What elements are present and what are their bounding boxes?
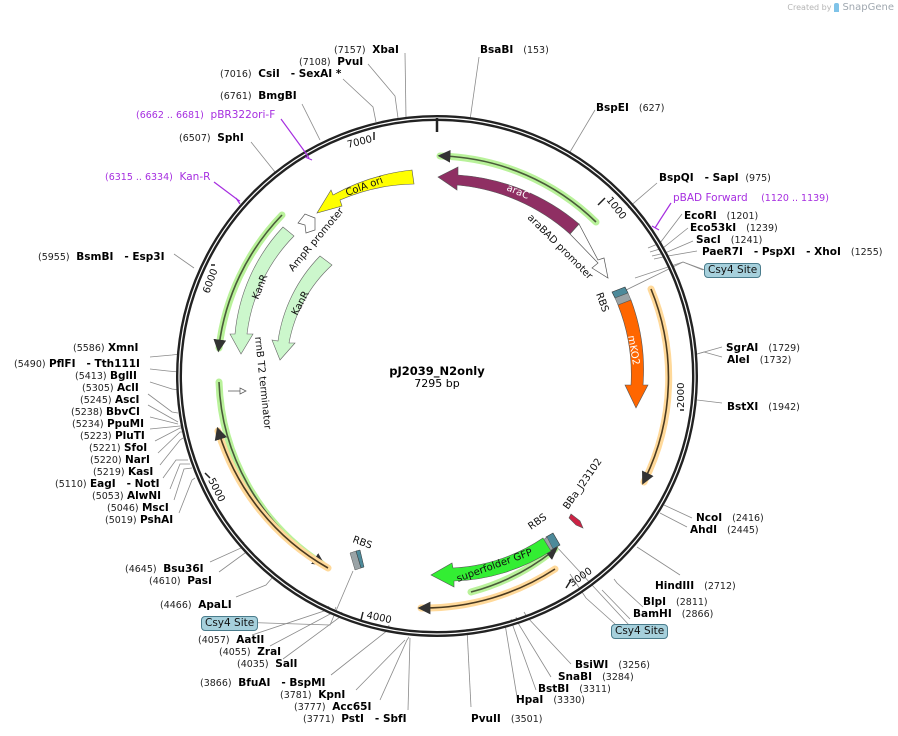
site-AleI[interactable]: AleI (1732) — [727, 354, 792, 366]
svg-text:4000: 4000 — [365, 610, 392, 626]
orf-arcs-orange — [214, 285, 673, 615]
label-colA-ori: ColA ori — [344, 175, 384, 199]
site-BsaBI[interactable]: BsaBI (153) — [480, 44, 549, 56]
credit-brand: SnapGene — [842, 2, 894, 13]
plasmid-name: pJ2039_N2only — [389, 364, 485, 378]
site-SphI[interactable]: (6507) SphI — [179, 132, 244, 144]
snapgene-logo-icon — [834, 3, 840, 12]
site-BspQI-SapI[interactable]: BspQI - SapI (975) — [659, 172, 771, 184]
site-PvuI[interactable]: (7108) PvuI — [299, 56, 364, 68]
site-SnaBI[interactable]: SnaBI (3284) — [558, 671, 634, 683]
site-Acc65I[interactable]: (3777) Acc65I — [294, 701, 372, 713]
site-BfuAI-BspMI[interactable]: (3866) BfuAI - BspMI — [200, 677, 326, 689]
site-BglII[interactable]: (5413) BglII — [75, 370, 137, 382]
primer-kan-r[interactable]: (6315 .. 6334) Kan-R — [105, 171, 211, 183]
site-AatII[interactable]: (4057) AatII — [198, 634, 265, 646]
site-NcoI[interactable]: NcoI (2416) — [696, 512, 764, 524]
site-SacI[interactable]: SacI (1241) — [696, 234, 763, 246]
primer-pbad-forward[interactable]: pBAD Forward (1120 .. 1139) — [673, 192, 829, 204]
feature-mKO2 — [617, 299, 649, 409]
site-ZraI[interactable]: (4055) ZraI — [219, 646, 282, 658]
site-BsiWI[interactable]: BsiWI (3256) — [575, 659, 650, 671]
site-BspEI[interactable]: BspEI (627) — [596, 102, 665, 114]
site-PstI-SbfI[interactable]: (3771) PstI - SbfI — [303, 713, 407, 725]
site-BstXI[interactable]: BstXI (1942) — [727, 401, 800, 413]
feature-colA-ori — [316, 169, 415, 214]
site-PluTI[interactable]: (5223) PluTI — [80, 430, 145, 442]
site-MscI[interactable]: (5046) MscI — [107, 502, 169, 514]
site-KpnI[interactable]: (3781) KpnI — [280, 689, 346, 701]
site-HpaI[interactable]: HpaI (3330) — [516, 694, 585, 706]
csy4-site-2[interactable]: Csy4 Site — [611, 624, 669, 639]
site-SalI[interactable]: (4035) SalI — [237, 658, 298, 670]
site-XmnI[interactable]: (5586) XmnI — [73, 342, 139, 354]
label-rrnb-t2-terminator: rrnB T2 terminator — [252, 336, 273, 431]
site-BlpI[interactable]: BlpI (2811) — [643, 596, 708, 608]
label-mKO2: mKO2 — [625, 335, 641, 366]
primer-marks — [213, 118, 672, 231]
site-AclI[interactable]: (5305) AclI — [82, 382, 139, 394]
feature-rrnb-t2-terminator — [228, 387, 247, 395]
site-PpuMI[interactable]: (5234) PpuMI — [72, 418, 144, 430]
site-XbaI[interactable]: (7157) XbaI — [334, 44, 399, 56]
site-EagI-NotI[interactable]: (5110) EagI - NotI — [55, 478, 160, 490]
site-ApaLI[interactable]: (4466) ApaLI — [160, 599, 232, 611]
label-rbs-3: RBS — [351, 534, 374, 551]
feature-araC — [437, 166, 580, 235]
site-NarI[interactable]: (5220) NarI — [90, 454, 150, 466]
credit-prefix: Created by — [787, 3, 832, 12]
plasmid-length: 7295 bp — [414, 377, 460, 390]
site-HindIII[interactable]: HindIII (2712) — [655, 580, 736, 592]
site-CsiI-SexAI[interactable]: (7016) CsiI - SexAI * — [220, 68, 342, 80]
feature-kanR-2 — [271, 255, 333, 361]
site-BbvCI[interactable]: (5238) BbvCI — [71, 406, 140, 418]
label-rbs-1: RBS — [593, 291, 610, 314]
site-Bsu36I[interactable]: (4645) Bsu36I — [125, 563, 204, 575]
site-PflFI-Tth111I[interactable]: (5490) PflFI - Tth111I — [14, 358, 140, 370]
feature-superfolder-gfp — [430, 537, 552, 588]
site-AscI[interactable]: (5245) AscI — [80, 394, 140, 406]
svg-text:2000: 2000 — [676, 383, 687, 408]
site-BsmBI-Esp3I[interactable]: (5955) BsmBI - Esp3I — [38, 251, 165, 263]
site-Eco53kI[interactable]: Eco53kI (1239) — [690, 222, 778, 234]
svg-text:7000: 7000 — [346, 134, 373, 151]
csy4-site-3[interactable]: Csy4 Site — [201, 616, 259, 631]
site-BmgBI[interactable]: (6761) BmgBI — [220, 90, 297, 102]
label-bba-j23102: BBa_J23102 — [561, 457, 604, 512]
site-PaeR7I-PspXI-XhoI[interactable]: PaeR7I - PspXI - XhoI (1255) — [702, 246, 883, 258]
feature-kanR-1 — [229, 226, 295, 355]
site-AlwNI[interactable]: (5053) AlwNI — [92, 490, 162, 502]
site-BstBI[interactable]: BstBI (3311) — [538, 683, 611, 695]
site-SgrAI[interactable]: SgrAI (1729) — [726, 342, 800, 354]
snapgene-credit: Created by SnapGene — [787, 2, 894, 13]
label-rbs-2: RBS — [526, 512, 549, 532]
site-BamHI[interactable]: BamHI (2866) — [633, 608, 714, 620]
feature-bba-j23102 — [568, 513, 584, 529]
site-PvuII[interactable]: PvuII (3501) — [471, 713, 543, 725]
site-EcoRI[interactable]: EcoRI (1201) — [684, 210, 759, 222]
site-KasI[interactable]: (5219) KasI — [93, 466, 154, 478]
site-PshAI[interactable]: (5019) PshAI — [105, 514, 174, 526]
site-PasI[interactable]: (4610) PasI — [149, 575, 212, 587]
site-SfoI[interactable]: (5221) SfoI — [89, 442, 148, 454]
csy4-site-1[interactable]: Csy4 Site — [704, 263, 762, 278]
feature-ampR-promoter — [297, 213, 316, 234]
feature-araBAD-promoter — [569, 223, 609, 279]
primer-pbr322ori-f[interactable]: (6662 .. 6681) pBR322ori-F — [136, 109, 276, 121]
site-AhdI[interactable]: AhdI (2445) — [690, 524, 759, 536]
